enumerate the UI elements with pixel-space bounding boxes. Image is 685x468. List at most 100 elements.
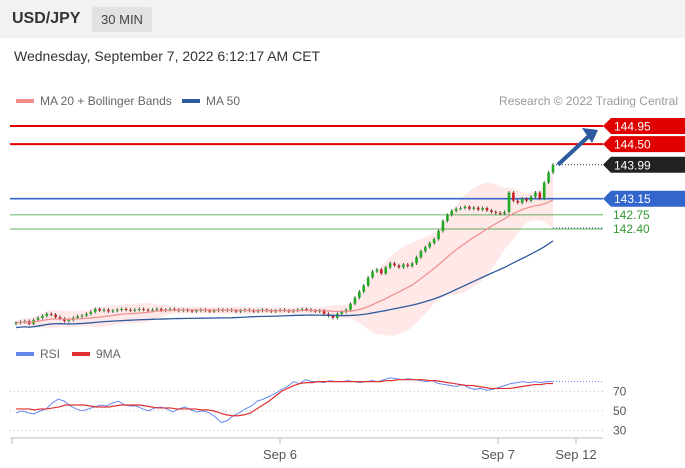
candle-body <box>419 251 423 258</box>
candle-body <box>476 207 480 210</box>
candle-body <box>516 200 520 203</box>
candle-body <box>305 308 308 310</box>
candle-body <box>490 210 493 213</box>
candle-body <box>463 206 467 208</box>
candle-body <box>542 182 546 199</box>
legend-ma20: MA 20 + Bollinger Bands <box>16 94 172 108</box>
candle-body <box>93 308 97 312</box>
candle-body <box>67 319 71 322</box>
pivot-tag <box>603 190 685 207</box>
candle-body <box>133 309 137 311</box>
candle-body <box>472 207 476 209</box>
ma20-swatch <box>16 99 34 103</box>
time-axis: Sep 6 Sep 7 Sep 12 <box>10 437 603 462</box>
candle-body <box>107 309 110 312</box>
candle-body <box>446 214 449 221</box>
candle-body <box>41 315 44 318</box>
rsi-label: RSI <box>40 347 61 361</box>
legend-rsi-ma: 9MA <box>72 347 121 361</box>
candle-body <box>397 265 401 268</box>
candle-body <box>362 285 366 292</box>
candle-body <box>151 309 154 311</box>
candle-body <box>432 239 436 244</box>
legend-rsi: RSI <box>16 347 60 361</box>
candle-body <box>115 309 119 311</box>
rsi-ma-swatch <box>72 352 90 356</box>
moving-averages <box>15 128 598 329</box>
candle-body <box>428 243 432 248</box>
candle-body <box>415 257 418 264</box>
candle-body <box>54 314 57 318</box>
timestamp: Wednesday, September 7, 2022 6:12:17 AM … <box>14 48 321 64</box>
candle-body <box>507 192 511 213</box>
candle-body <box>481 207 484 210</box>
candle-body <box>371 271 374 278</box>
candle-body <box>49 313 53 315</box>
candle-body <box>468 206 471 209</box>
candle-body <box>146 309 150 311</box>
candle-body <box>168 308 172 310</box>
support-label: 142.40 <box>613 222 650 236</box>
x-tick-label: Sep 12 <box>555 447 596 462</box>
candle-body <box>58 317 62 319</box>
candle-body <box>358 291 361 298</box>
candle-body <box>520 198 524 203</box>
candle-body <box>137 308 141 310</box>
rsi-tick-label: 50 <box>613 404 627 418</box>
candle-body <box>503 212 506 214</box>
candle-body <box>384 267 388 274</box>
candle-body <box>441 220 445 232</box>
candle-body <box>89 311 93 314</box>
candle-body <box>208 310 211 312</box>
candle-body <box>454 208 458 211</box>
x-tick-label: Sep 6 <box>263 447 297 462</box>
candle-body <box>485 207 489 211</box>
ma20-label: MA 20 + Bollinger Bands <box>40 94 172 108</box>
candle-body <box>459 207 462 209</box>
projection-arrow-head <box>582 128 598 143</box>
candle-body <box>340 311 344 314</box>
candle-body <box>349 303 352 310</box>
candle-body <box>375 269 379 272</box>
last-price-tag <box>603 156 685 173</box>
candle-body <box>80 315 84 317</box>
rsi-tick-label: 70 <box>613 384 627 398</box>
resistance-label: 144.50 <box>614 138 651 152</box>
candle-body <box>124 308 128 310</box>
bollinger-bands <box>16 171 553 336</box>
candle-body <box>402 264 405 268</box>
ma50-swatch <box>182 99 200 103</box>
candle-body <box>234 310 238 312</box>
candle-body <box>120 308 123 310</box>
candle-body <box>534 192 537 197</box>
candle-body <box>498 212 502 214</box>
projection-arrow-shaft <box>556 133 592 167</box>
candle-body <box>142 308 145 310</box>
ma20-line <box>15 199 554 324</box>
candle-body <box>353 297 357 304</box>
candle-body <box>239 310 242 312</box>
candle-body <box>36 317 40 320</box>
pivot-label: 143.15 <box>614 192 651 206</box>
candle-body <box>63 318 66 322</box>
candle-body <box>252 310 255 312</box>
candle-body <box>424 247 427 252</box>
interval-button[interactable]: 30 MIN <box>92 7 152 32</box>
candle-body <box>388 263 392 268</box>
last-price-label: 143.99 <box>614 158 651 172</box>
rsi-ma-label: 9MA <box>96 347 121 361</box>
candle-body <box>190 310 194 312</box>
rsi-ma9-line <box>16 379 553 417</box>
candle-body <box>525 198 528 201</box>
bollinger-band-area <box>16 171 553 336</box>
candle-body <box>450 210 454 215</box>
legend-ma50: MA 50 <box>182 94 240 108</box>
candle-body <box>406 264 410 267</box>
research-credit: Research © 2022 Trading Central <box>499 94 678 108</box>
candle-body <box>393 263 396 266</box>
rsi-swatch <box>16 352 34 356</box>
resistance-tag <box>603 136 685 153</box>
candle-body <box>529 196 533 201</box>
